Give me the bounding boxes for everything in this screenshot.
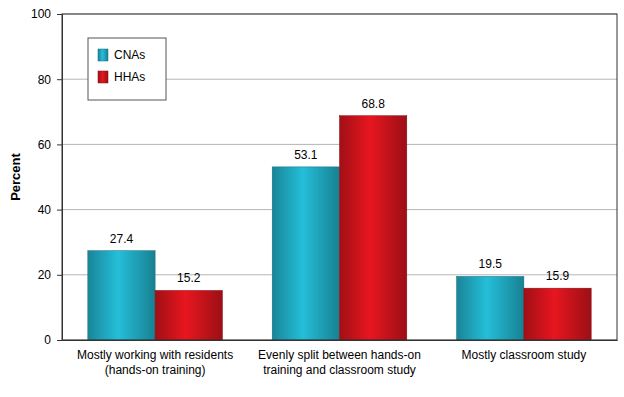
axis-line bbox=[57, 15, 63, 341]
tick: 20 bbox=[38, 268, 62, 282]
tick: 40 bbox=[38, 203, 62, 217]
bar bbox=[88, 251, 155, 340]
tick-label: Mostly classroom study bbox=[462, 348, 587, 362]
bars bbox=[88, 116, 591, 340]
tick-mark bbox=[57, 144, 62, 145]
bar bbox=[155, 290, 222, 340]
tick-label: 20 bbox=[38, 268, 52, 282]
legend: CNAs HHAs bbox=[88, 38, 166, 100]
tick-mark bbox=[57, 14, 62, 15]
tick: Mostly working with residents(hands-on t… bbox=[77, 340, 233, 377]
legend-swatch bbox=[98, 49, 108, 61]
tick-label: Evenly split between hands-ontraining an… bbox=[258, 348, 421, 377]
tick-label: 80 bbox=[38, 73, 52, 87]
y-axis: 0 20 40 60 80 100 bbox=[31, 7, 63, 347]
tick: Evenly split between hands-ontraining an… bbox=[258, 340, 421, 377]
plot-frame bbox=[62, 14, 617, 340]
tick: 100 bbox=[31, 7, 62, 21]
legend-label: HHAs bbox=[114, 70, 145, 84]
plot-area: 27.4 53.1 19.5 15.2 68.8 15.9 0 20 40 60 80 100 Most… bbox=[31, 7, 618, 376]
tick-label: 100 bbox=[31, 7, 51, 21]
x-axis: Mostly working with residents(hands-on t… bbox=[63, 340, 618, 377]
legend-swatch bbox=[98, 71, 108, 83]
bar bbox=[457, 276, 524, 340]
tick-label: Mostly working with residents(hands-on t… bbox=[77, 348, 233, 377]
grid bbox=[62, 14, 617, 340]
tick: Mostly classroom study bbox=[462, 340, 587, 362]
bar bbox=[272, 167, 339, 340]
tick-label: 0 bbox=[44, 333, 51, 347]
tick-label: 40 bbox=[38, 203, 52, 217]
legend-entry: HHAs bbox=[98, 70, 145, 84]
tick-mark bbox=[57, 79, 62, 80]
legend-label: CNAs bbox=[114, 48, 145, 62]
tick: 0 bbox=[44, 333, 62, 347]
bar bbox=[524, 288, 591, 340]
data-label: 68.8 bbox=[361, 97, 385, 111]
tick-mark bbox=[57, 210, 62, 211]
tick-label: 60 bbox=[38, 138, 52, 152]
chart: 27.4 53.1 19.5 15.2 68.8 15.9 0 20 40 60 80 100 Most… bbox=[0, 0, 624, 397]
tick: 60 bbox=[38, 138, 62, 152]
axis-title: Percent bbox=[8, 152, 23, 200]
legend-entry: CNAs bbox=[98, 48, 145, 62]
legend-box bbox=[88, 38, 166, 100]
data-label: 27.4 bbox=[110, 232, 134, 246]
tick-mark bbox=[57, 340, 62, 341]
data-label: 15.9 bbox=[546, 269, 570, 283]
data-label: 53.1 bbox=[294, 148, 318, 162]
data-labels: 27.4 53.1 19.5 15.2 68.8 15.9 bbox=[110, 97, 570, 286]
bar bbox=[340, 116, 407, 340]
data-label: 15.2 bbox=[177, 271, 201, 285]
axis-line bbox=[63, 340, 618, 341]
tick-mark bbox=[57, 275, 62, 276]
data-label: 19.5 bbox=[479, 257, 503, 271]
tick: 80 bbox=[38, 73, 62, 87]
